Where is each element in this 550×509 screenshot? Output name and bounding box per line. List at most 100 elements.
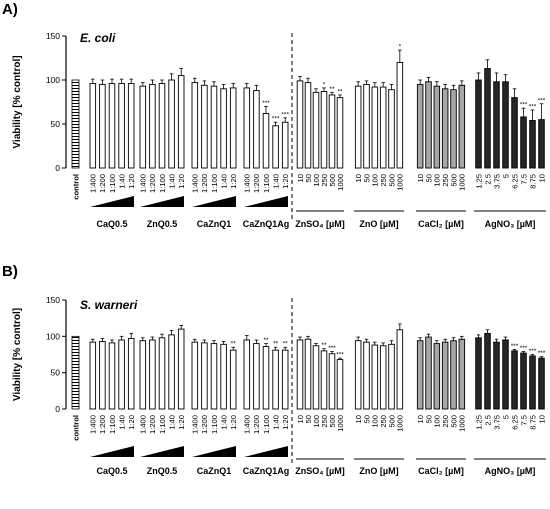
group-label: ZnO [µM] [359, 219, 398, 229]
panel-letter: B) [2, 263, 18, 280]
y-tick-label: 150 [46, 295, 60, 305]
bar [502, 339, 509, 410]
x-tick-label: 1:100 [262, 174, 271, 193]
group-label: CaCl₂ [µM] [418, 219, 464, 229]
organism-label: E. coli [80, 31, 116, 45]
bar [296, 339, 304, 410]
significance-label: ** [231, 341, 237, 348]
x-tick-label: 500 [328, 415, 337, 428]
significance-label: *** [520, 102, 528, 109]
significance-label: ** [263, 337, 269, 344]
bar [484, 68, 491, 169]
x-tick-label: 100 [312, 174, 321, 187]
bar [371, 344, 379, 410]
bar [210, 85, 218, 169]
bar [529, 355, 536, 410]
bar [354, 340, 362, 410]
x-tick-label: 250 [320, 415, 329, 428]
bar [220, 88, 227, 169]
bar [363, 341, 370, 410]
x-tick-label: 1:40 [117, 415, 126, 430]
bar [328, 94, 336, 169]
y-tick-label: 100 [46, 331, 60, 341]
bar [320, 90, 328, 169]
bar [118, 83, 125, 169]
group-label: CaCl₂ [µM] [418, 466, 464, 476]
x-tick-label: 2.5 [483, 174, 492, 185]
significance-label: *** [328, 345, 336, 352]
x-tick-label: 1:100 [158, 174, 167, 193]
x-tick-label: 500 [387, 415, 396, 428]
y-tick-label: 50 [51, 368, 61, 378]
bar [158, 337, 166, 410]
x-tick-label: 5 [501, 415, 510, 419]
significance-label: *** [281, 111, 289, 118]
bar-group: 10 50 100 250 500 * 1000 ZnO [µM] [354, 44, 405, 229]
x-tick-label: 1:400 [191, 174, 200, 193]
x-tick-label: 7.5 [519, 174, 528, 185]
bar [108, 342, 116, 410]
x-tick-label: 10 [537, 174, 546, 182]
bar [99, 340, 106, 410]
bar [520, 116, 527, 169]
bar-group: 1:400 1:200 1:100 1:40 1:20 ZnQ0.5 [139, 68, 186, 229]
x-tick-label: 1.25 [474, 174, 483, 189]
bar [304, 338, 312, 410]
bar [450, 340, 457, 410]
y-tick-label: 100 [46, 75, 60, 85]
group-label: ZnO [µM] [359, 466, 398, 476]
bar [201, 84, 208, 169]
group-label: ZnSO₄ [µM] [295, 219, 344, 229]
x-tick-label: 500 [387, 174, 396, 187]
group-label: AgNO₃ [µM] [485, 219, 536, 229]
bar [388, 343, 395, 410]
x-tick-label: 1:200 [252, 174, 261, 193]
x-tick-label: 100 [433, 415, 442, 428]
bar [253, 90, 260, 169]
x-tick-label: 1:100 [210, 174, 219, 193]
x-tick-label: 250 [379, 174, 388, 187]
x-tick-label: 500 [449, 174, 458, 187]
significance-label: *** [272, 116, 280, 123]
bar [336, 97, 344, 169]
x-tick-label: 10 [354, 415, 363, 423]
bar [425, 81, 432, 169]
bar [379, 86, 387, 169]
y-tick-label: 0 [55, 163, 60, 173]
bar [493, 81, 500, 169]
x-tick-label: 100 [371, 174, 380, 187]
significance-label: ** [283, 341, 289, 348]
bar [191, 82, 199, 169]
significance-label: ** [321, 342, 327, 349]
organism-label: S. warneri [80, 298, 138, 312]
x-tick-label: 1:100 [210, 415, 219, 434]
y-tick-label: 150 [46, 31, 60, 41]
bar [127, 83, 135, 169]
bar [511, 350, 518, 410]
group-label: CaZnQ1Ag [243, 219, 290, 229]
bar [229, 87, 237, 169]
x-tick-label: 1:40 [117, 174, 126, 189]
bar [127, 338, 135, 410]
bar [529, 120, 536, 169]
x-tick-label: 1000 [396, 174, 405, 191]
x-tick-label: 1:100 [108, 415, 117, 434]
x-tick-label: 1:100 [262, 415, 271, 434]
bar [320, 350, 328, 410]
bar [201, 342, 208, 410]
x-tick-label: 1:40 [271, 174, 280, 189]
bar [511, 97, 518, 169]
bar [312, 345, 320, 410]
bar [441, 88, 449, 169]
panel-letter: A) [2, 1, 18, 18]
bar [262, 346, 270, 410]
x-tick-label: 1:100 [108, 174, 117, 193]
x-tick-label: 1:20 [127, 415, 136, 430]
bar [450, 89, 457, 169]
bar [379, 345, 387, 410]
bar [538, 119, 545, 169]
bar-group: 10 50 100 * 250 ** 500 ** 1000 ZnSO₄ [µM] [295, 76, 345, 229]
x-tick-label: 1:400 [191, 415, 200, 434]
group-label: CaQ0.5 [96, 466, 127, 476]
